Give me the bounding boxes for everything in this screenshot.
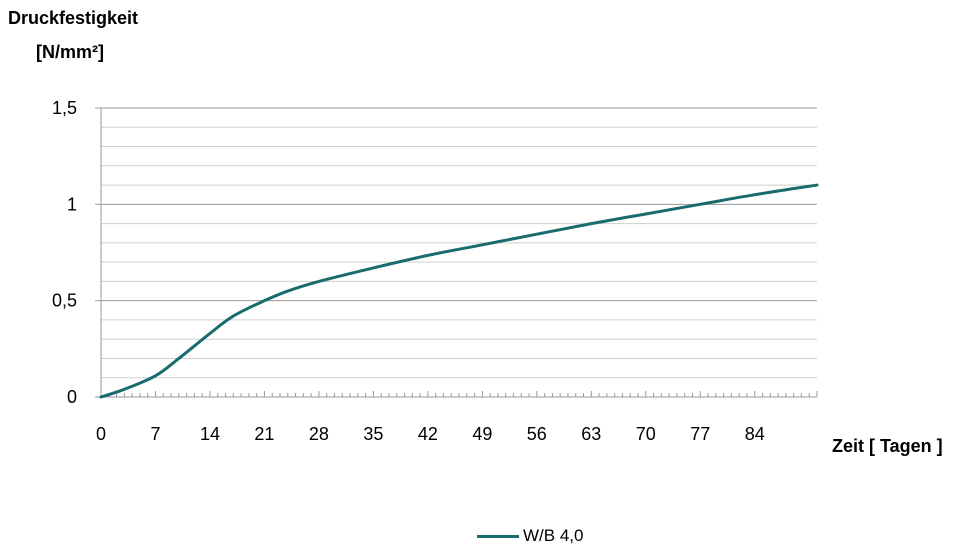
y-tick-label: 1,5 (52, 98, 77, 118)
x-tick-label: 7 (150, 424, 160, 444)
x-tick-label: 42 (418, 424, 438, 444)
y-tick-label: 0 (67, 387, 77, 407)
legend: W/B 4,0 (477, 526, 583, 546)
x-tick-label: 35 (363, 424, 383, 444)
x-axis-title: Zeit [ Tagen ] (832, 436, 943, 456)
x-tick-label: 0 (96, 424, 106, 444)
x-tick-label: 84 (745, 424, 765, 444)
x-tick-label: 63 (581, 424, 601, 444)
x-tick-label: 14 (200, 424, 220, 444)
y-tick-label: 1 (67, 194, 77, 214)
x-tick-label: 56 (527, 424, 547, 444)
y-axis-title-line-2: [N/mm²] (36, 42, 104, 62)
x-tick-label: 70 (636, 424, 656, 444)
legend-swatch (477, 534, 519, 538)
x-tick-label: 21 (254, 424, 274, 444)
series-line (99, 183, 819, 399)
x-tick-label: 77 (690, 424, 710, 444)
legend-label: W/B 4,0 (523, 526, 584, 545)
y-tick-label: 0,5 (52, 291, 77, 311)
y-axis-title-line-1: Druckfestigkeit (8, 8, 139, 28)
x-tick-label: 28 (309, 424, 329, 444)
x-tick-label: 49 (472, 424, 492, 444)
